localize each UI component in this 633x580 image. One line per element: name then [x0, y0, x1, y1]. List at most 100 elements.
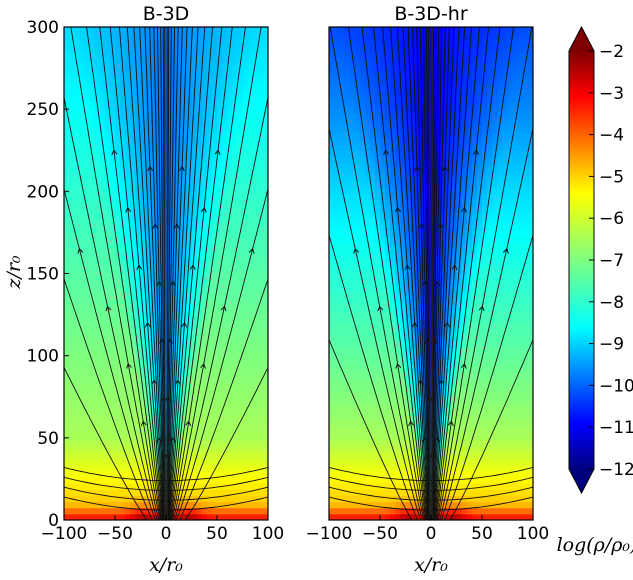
density-cell: [176, 273, 182, 281]
density-cell: [527, 279, 533, 287]
density-cell: [374, 261, 381, 268]
density-cell: [104, 489, 111, 496]
density-cell: [79, 353, 85, 361]
density-cell: [252, 341, 259, 349]
density-cell: [380, 298, 386, 305]
density-cell: [512, 421, 519, 429]
density-cell: [135, 218, 142, 225]
density-cell: [130, 57, 136, 65]
density-cell: [64, 113, 70, 121]
density-cell: [89, 316, 96, 324]
density-cell: [257, 248, 264, 256]
density-cell: [359, 409, 366, 416]
density-cell: [206, 33, 213, 40]
density-cell: [471, 310, 478, 318]
density-cell: [130, 359, 136, 367]
density-cell: [492, 470, 498, 478]
density-cell: [130, 372, 136, 379]
density-cell: [155, 359, 162, 367]
density-cell: [89, 267, 96, 275]
density-cell: [109, 464, 116, 472]
density-cell: [456, 298, 463, 305]
density-cell: [262, 495, 268, 503]
density-cell: [492, 322, 498, 330]
density-cell: [385, 507, 391, 515]
density-cell: [176, 119, 182, 127]
density-cell: [395, 439, 401, 447]
density-cell: [176, 328, 182, 336]
density-cell: [232, 150, 238, 158]
density-cell: [145, 70, 152, 77]
density-cell: [211, 70, 218, 77]
density-cell: [211, 402, 218, 410]
density-cell: [171, 144, 177, 151]
density-cell: [461, 347, 468, 355]
density-cell: [125, 119, 131, 127]
density-cell: [329, 279, 335, 287]
density-cell: [120, 378, 126, 386]
density-cell: [109, 304, 116, 312]
density-cell: [446, 347, 452, 355]
density-cell: [522, 421, 529, 429]
density-cell: [517, 427, 524, 435]
density-cell: [232, 51, 238, 59]
density-cell: [369, 421, 376, 429]
density-cell: [211, 353, 218, 361]
density-cell: [89, 131, 96, 139]
density-cell: [135, 119, 142, 127]
density-cell: [339, 353, 345, 361]
density-cell: [380, 372, 386, 379]
density-cell: [339, 372, 345, 379]
density-cell: [171, 174, 177, 182]
density-cell: [176, 267, 182, 275]
density-cell: [502, 378, 509, 386]
density-cell: [527, 347, 533, 355]
density-cell: [502, 433, 509, 441]
density-cell: [64, 199, 70, 207]
density-cell: [237, 365, 244, 373]
density-cell: [222, 353, 228, 361]
density-cell: [94, 261, 101, 268]
density-cell: [64, 88, 70, 96]
density-cell: [482, 322, 488, 330]
density-cell: [334, 378, 340, 386]
density-cell: [201, 470, 208, 478]
density-cell: [109, 199, 116, 207]
density-cell: [176, 458, 182, 466]
density-cell: [125, 162, 131, 170]
density-cell: [329, 489, 335, 496]
density-cell: [89, 205, 96, 213]
density-cell: [482, 452, 488, 459]
density-cell: [79, 285, 85, 293]
density-cell: [125, 402, 131, 410]
density-cell: [104, 199, 111, 207]
density-cell: [94, 378, 101, 386]
density-cell: [206, 181, 213, 188]
density-cell: [247, 365, 254, 373]
density-cell: [69, 316, 75, 324]
density-cell: [436, 335, 442, 342]
density-cell: [84, 224, 91, 231]
density-cell: [186, 119, 193, 127]
density-cell: [349, 291, 356, 299]
density-cell: [84, 236, 91, 244]
density-cell: [487, 304, 493, 312]
density-cell: [252, 100, 259, 108]
density-cell: [242, 248, 249, 256]
density-cell: [507, 304, 514, 312]
panel-b-3d-hr: B-3D-hr −100 −50 0 50 100 x/r₀: [306, 3, 550, 576]
density-cell: [257, 396, 264, 404]
density-cell: [242, 439, 249, 447]
density-cell: [84, 218, 91, 225]
density-cell: [400, 446, 407, 453]
density-cell: [380, 402, 386, 410]
density-cell: [115, 421, 121, 429]
y-tick-label: 150: [27, 265, 59, 285]
streamline: [169, 27, 214, 520]
density-cell: [507, 513, 514, 520]
density-cell: [196, 125, 203, 133]
density-cell: [64, 125, 70, 133]
density-cell: [232, 365, 238, 373]
density-cell: [140, 76, 147, 84]
density-cell: [522, 458, 529, 466]
